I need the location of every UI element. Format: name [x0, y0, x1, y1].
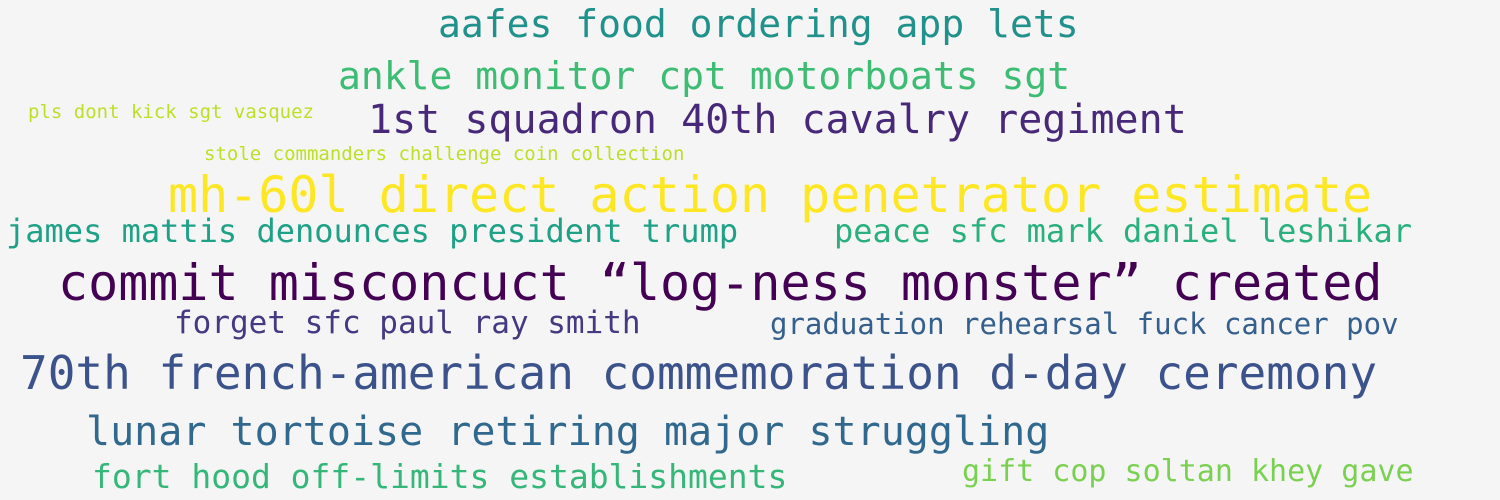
cloud-word: mh-60l direct action penetrator estimate — [168, 166, 1373, 224]
cloud-word: stole commanders challenge coin collecti… — [204, 143, 685, 165]
cloud-word: lunar tortoise retiring major struggling — [86, 409, 1050, 455]
cloud-word: 1st squadron 40th cavalry regiment — [368, 97, 1187, 143]
cloud-word: 70th french-american commemoration d-day… — [20, 346, 1378, 400]
cloud-word: commit misconcuct “log-ness monster” cre… — [58, 254, 1383, 312]
cloud-word: james mattis denounces president trump — [6, 212, 739, 250]
cloud-word: peace sfc mark daniel leshikar — [834, 212, 1412, 250]
cloud-word: gift cop soltan khey gave — [962, 454, 1414, 489]
cloud-word: ankle monitor cpt motorboats sgt — [338, 54, 1071, 98]
cloud-word: pls dont kick sgt vasquez — [28, 101, 314, 123]
cloud-word: fort hood off-limits establishments — [92, 457, 788, 496]
cloud-word: forget sfc paul ray smith — [174, 305, 641, 341]
cloud-word: aafes food ordering app lets — [438, 2, 1079, 46]
cloud-word: graduation rehearsal fuck cancer pov — [770, 307, 1399, 341]
